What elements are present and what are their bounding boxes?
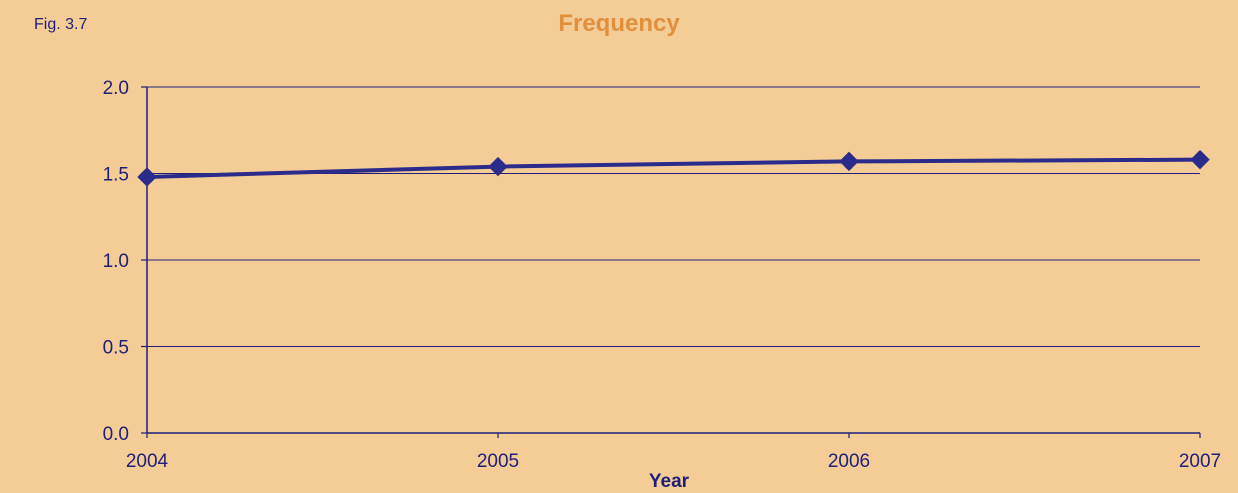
y-tick-label: 1.5 (103, 165, 129, 186)
y-tick-label: 0.5 (103, 338, 129, 359)
x-tick-label: 2005 (477, 451, 519, 472)
x-tick-label: 2007 (1179, 451, 1221, 472)
y-tick-labels: 0.0 0.5 1.0 1.5 2.0 (103, 78, 147, 445)
series-layer (137, 149, 1210, 187)
figure-label: Fig. 3.7 (34, 16, 88, 33)
y-tick-label: 2.0 (103, 78, 129, 99)
gridlines (147, 86, 1200, 347)
y-tick-label: 0.0 (103, 424, 129, 445)
data-point-marker (1190, 149, 1210, 170)
x-tick-labels: 2004 2005 2006 2007 (126, 433, 1221, 472)
x-tick-label: 2004 (126, 451, 169, 472)
x-tick-label: 2006 (828, 451, 870, 472)
series-line (146, 157, 1201, 179)
chart-title: Frequency (558, 10, 680, 37)
x-axis-title: Year (649, 471, 690, 492)
data-point-marker (839, 151, 859, 172)
data-point-marker (137, 167, 157, 187)
y-tick-label: 1.0 (103, 251, 129, 272)
data-point-marker (488, 156, 508, 177)
